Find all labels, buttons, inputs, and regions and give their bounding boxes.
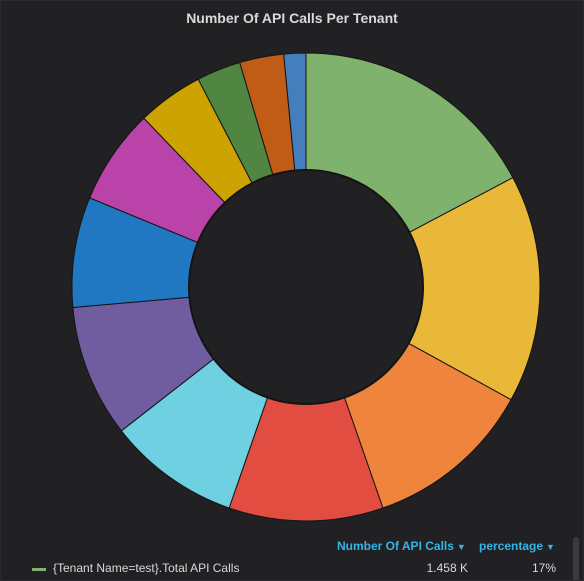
legend-percent: 17% [531, 561, 556, 575]
legend-series-name[interactable]: {Tenant Name=test}.Total API Calls [53, 561, 240, 575]
panel-title[interactable]: Number Of API Calls Per Tenant [186, 10, 398, 26]
legend-color-swatch[interactable] [32, 568, 46, 571]
legend-column-percentage[interactable]: percentage ▼ [479, 539, 555, 553]
legend-item[interactable]: {Tenant Name=test}.Total API Calls 1.458… [1, 561, 571, 579]
donut-hole [188, 169, 424, 405]
caret-down-icon: ▼ [456, 542, 466, 552]
legend-column-label: Number Of API Calls [337, 539, 454, 553]
legend-column-api-calls[interactable]: Number Of API Calls ▼ [337, 539, 466, 553]
legend-header: Number Of API Calls ▼ percentage ▼ [1, 539, 571, 557]
legend-column-label: percentage [479, 539, 544, 553]
donut-chart [71, 52, 541, 522]
caret-down-icon: ▼ [546, 542, 555, 552]
legend-scrollbar[interactable] [573, 537, 579, 580]
legend-value: 1.458 K [426, 561, 468, 575]
